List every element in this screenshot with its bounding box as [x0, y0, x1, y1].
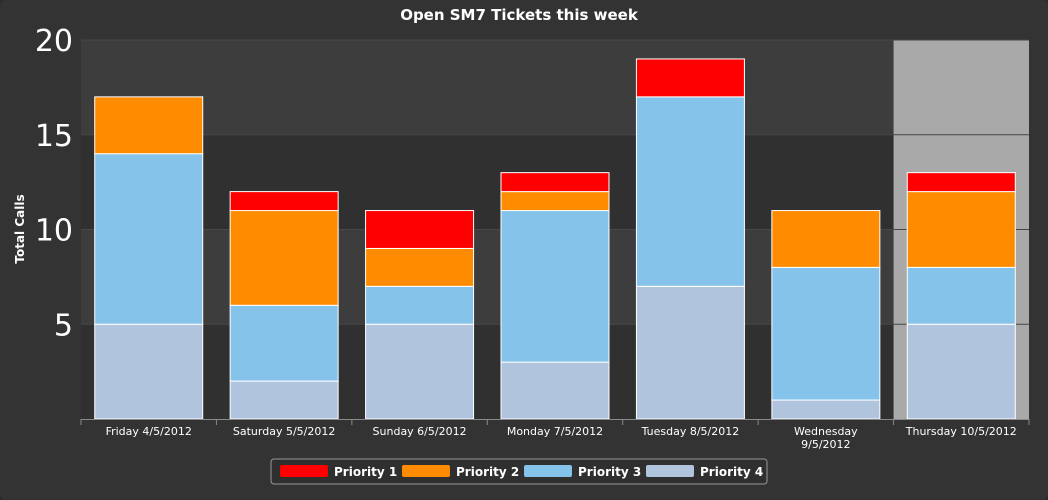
y-tick-label: 5 [54, 308, 73, 343]
y-tick-label: 10 [35, 214, 73, 249]
legend-swatch-priority-3[interactable] [524, 465, 572, 477]
bar-segment-priority-3[interactable] [635, 96, 745, 287]
legend-box [270, 458, 768, 485]
bar-segment-priority-4[interactable] [94, 323, 204, 420]
bar-segment-priority-1[interactable] [500, 172, 610, 193]
y-axis: 5 10 15 20 [35, 24, 73, 343]
bar-segment-priority-3[interactable] [906, 266, 1016, 325]
bar-segment-priority-2[interactable] [94, 96, 204, 155]
bar-segment-priority-4[interactable] [500, 361, 610, 420]
bar-segment-priority-4[interactable] [771, 399, 881, 420]
bar-segment-priority-2[interactable] [500, 191, 610, 212]
chart-title: Open SM7 Tickets this week [400, 6, 639, 24]
bar-segment-priority-3[interactable] [500, 210, 610, 363]
y-tick-label: 20 [35, 24, 73, 59]
bar-segment-priority-4[interactable] [906, 323, 1016, 420]
bar-segment-priority-4[interactable] [365, 323, 475, 420]
legend-label-priority-3[interactable]: Priority 3 [578, 465, 641, 479]
bar-segment-priority-3[interactable] [365, 285, 475, 325]
bar-segment-priority-4[interactable] [229, 380, 339, 420]
legend-swatch-priority-1[interactable] [280, 465, 328, 477]
legend-label-priority-4[interactable]: Priority 4 [700, 465, 763, 479]
legend-swatch-priority-2[interactable] [402, 465, 450, 477]
x-tick-label: Friday 4/5/2012 [106, 425, 192, 438]
x-tick-label: Thursday 10/5/2012 [905, 425, 1017, 438]
legend-swatch-priority-4[interactable] [646, 465, 694, 477]
legend: Priority 1 Priority 2 Priority 3 Priority 4 [270, 458, 768, 485]
legend-label-priority-2[interactable]: Priority 2 [456, 465, 519, 479]
bar-segment-priority-1[interactable] [229, 191, 339, 212]
y-tick-label: 15 [35, 119, 73, 154]
legend-label-priority-1[interactable]: Priority 1 [334, 465, 397, 479]
bar-segment-priority-3[interactable] [229, 304, 339, 382]
bar-segment-priority-3[interactable] [771, 266, 881, 401]
x-tick-label: Tuesday 8/5/2012 [641, 425, 740, 438]
y-axis-label: Total Calls [13, 194, 27, 263]
x-tick-label: Wednesday 9/5/2012 [794, 425, 858, 451]
plot-band [81, 40, 1029, 135]
bar-segment-priority-2[interactable] [229, 210, 339, 306]
bar-segment-priority-2[interactable] [365, 247, 475, 287]
bar-segment-priority-1[interactable] [365, 210, 475, 249]
bar-segment-priority-3[interactable] [94, 153, 204, 325]
bars-group [94, 58, 1016, 420]
x-tick-label: Monday 7/5/2012 [507, 425, 603, 438]
x-tick-label: Sunday 6/5/2012 [373, 425, 467, 438]
bar-segment-priority-1[interactable] [635, 58, 745, 98]
bar-segment-priority-2[interactable] [771, 210, 881, 268]
bar-segment-priority-1[interactable] [906, 172, 1016, 193]
x-axis: Friday 4/5/2012 Saturday 5/5/2012 Sunday 6… [80, 419, 1030, 451]
bar-segment-priority-2[interactable] [906, 191, 1016, 268]
bar-segment-priority-4[interactable] [635, 285, 745, 420]
x-tick-label: Saturday 5/5/2012 [233, 425, 335, 438]
